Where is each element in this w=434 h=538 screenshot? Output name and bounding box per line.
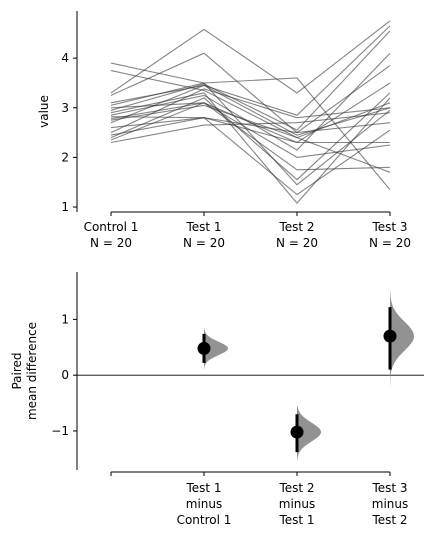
y-tick-label: 2: [61, 150, 69, 164]
y-axis-label: value: [37, 95, 51, 128]
paired-observation-line: [110, 70, 391, 173]
paired-observation-line: [110, 82, 391, 186]
y-axis-label: mean difference: [25, 322, 39, 420]
y-tick-label: −1: [51, 424, 69, 438]
y-tick-label: 3: [61, 101, 69, 115]
x-tick-label: Test 1: [185, 481, 221, 495]
x-tick-label: Test 2: [278, 481, 314, 495]
paired-observation-line: [110, 112, 391, 144]
x-tick-label: Test 2: [371, 513, 407, 527]
x-tick-sample-size: N = 20: [369, 236, 411, 250]
x-tick-label: Test 1: [278, 513, 314, 527]
bootstrap-distribution: [297, 405, 321, 460]
mean-difference-panel: −1 0 1 Paired mean difference Test 1 minus Cont…: [10, 272, 424, 527]
paired-observation-line: [110, 52, 391, 134]
y-tick-label: 4: [61, 51, 69, 65]
paired-observation-line: [110, 92, 391, 181]
y-axis-label: Paired: [10, 352, 24, 389]
paired-observation-line: [110, 117, 391, 196]
mean-difference-point: [197, 341, 211, 355]
x-tick-sample-size: N = 20: [90, 236, 132, 250]
y-tick-label: 0: [61, 368, 69, 382]
mean-difference-point: [383, 329, 397, 343]
paired-observation-line: [110, 102, 391, 158]
paired-observation-line: [110, 102, 391, 139]
paired-observation-line: [110, 30, 391, 131]
x-tick-label: Control 1: [84, 220, 139, 234]
slopegraph-panel: 1 2 3 4 value Control 1 N = 20 Test 1 N = 20 Test…: [37, 11, 411, 250]
x-tick-sample-size: N = 20: [276, 236, 318, 250]
x-tick-sample-size: N = 20: [183, 236, 225, 250]
x-tick-label: Test 2: [278, 220, 314, 234]
x-tick-label: minus: [372, 497, 409, 511]
paired-observation-line: [110, 52, 391, 151]
mean-difference-point: [290, 425, 304, 439]
x-tick-label: minus: [186, 497, 223, 511]
x-tick-label: Test 1: [185, 220, 221, 234]
y-tick-label: 1: [61, 200, 69, 214]
paired-observation-line: [110, 84, 391, 136]
bootstrap-distribution: [204, 327, 228, 370]
x-tick-label: minus: [279, 497, 316, 511]
x-tick-label: Control 1: [177, 513, 232, 527]
x-tick-label: Test 3: [371, 481, 407, 495]
paired-observation-line: [110, 20, 391, 94]
paired-observation-line: [110, 62, 391, 191]
y-tick-label: 1: [61, 312, 69, 326]
paired-observation-line: [110, 92, 391, 204]
paired-observation-line: [110, 25, 391, 116]
x-tick-label: Test 3: [371, 220, 407, 234]
bootstrap-distribution: [390, 288, 414, 395]
paired-observation-line: [110, 88, 391, 134]
